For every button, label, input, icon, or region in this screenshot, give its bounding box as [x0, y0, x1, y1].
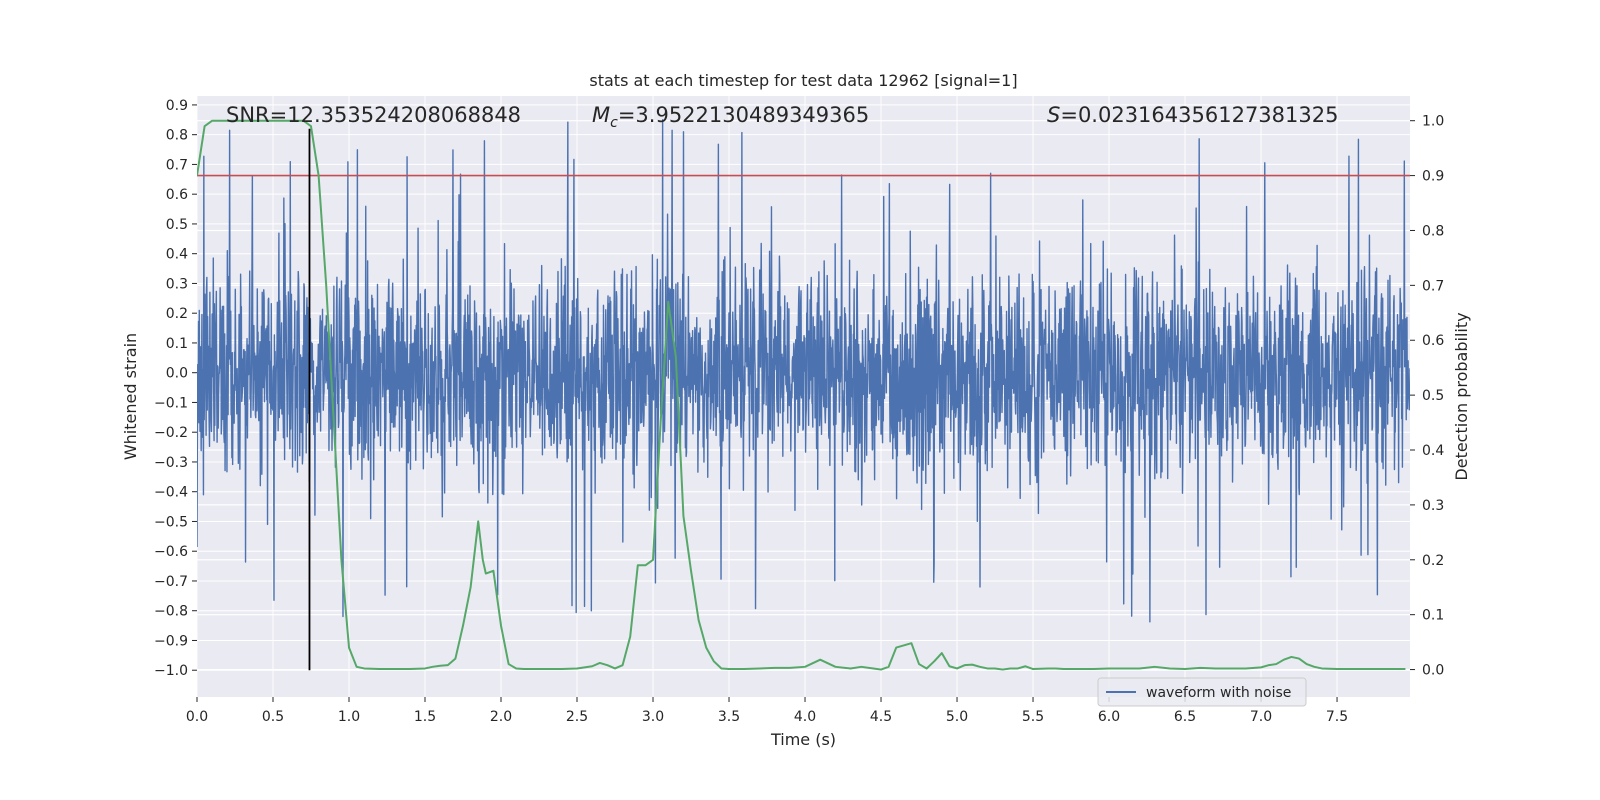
- snr-annotation: SNR=12.353524208068848: [226, 103, 521, 127]
- probability-line: [197, 119, 1406, 671]
- y-right-tick-label: 1.0: [1422, 114, 1444, 130]
- y-left-tick-label: 0.4: [166, 247, 188, 263]
- mc-value: =3.9522130489349365: [618, 103, 869, 127]
- y-left-tick-label: 0.3: [166, 276, 188, 292]
- y-left-tick-label: −0.7: [154, 574, 188, 590]
- y-right-tick-label: 0.8: [1422, 223, 1444, 239]
- x-tick-label: 3.5: [718, 709, 740, 725]
- y-left-tick-label: −0.3: [154, 455, 188, 471]
- probability-series: [197, 119, 1406, 671]
- y-right-tick-label: 0.0: [1422, 663, 1444, 679]
- x-tick-label: 4.5: [870, 709, 892, 725]
- y-left-tick-label: 0.1: [166, 336, 188, 352]
- y-axis-right-label: Detection probability: [1452, 312, 1471, 480]
- legend: waveform with noise: [1097, 677, 1307, 707]
- chart-title: stats at each timestep for test data 129…: [589, 71, 1017, 90]
- y-left-tick-label: −1.0: [154, 663, 188, 679]
- y-left-tick-label: −0.1: [154, 395, 188, 411]
- y-left-tick-label: −0.5: [154, 514, 188, 530]
- s-symbol: S: [1047, 103, 1060, 127]
- y-axis-left-label: Whitened strain: [121, 333, 140, 460]
- x-tick-label: 7.5: [1326, 709, 1348, 725]
- x-tick-label: 5.5: [1022, 709, 1044, 725]
- y-left-tick-label: −0.9: [154, 633, 188, 649]
- y-left-tick-label: 0.9: [166, 98, 188, 114]
- y-right-tick-label: 0.7: [1422, 278, 1444, 294]
- waveform-series: [197, 119, 1410, 623]
- axis-ticks: 0.0 0.5 1.0 1.5 2.0 2.5 3.0 3.5 4.0 4.5 5.0 5.5 6.0 6…: [154, 98, 1444, 725]
- y-left-tick-label: 0.2: [166, 306, 188, 322]
- x-tick-label: 2.5: [566, 709, 588, 725]
- s-annotation: S=0.023164356127381325: [1047, 103, 1338, 127]
- chirp-mass-annotation: Mc=3.9522130489349365: [592, 103, 869, 131]
- y-left-tick-label: 0.6: [166, 187, 188, 203]
- x-tick-label: 5.0: [946, 709, 968, 725]
- y-left-tick-label: 0.0: [166, 366, 188, 382]
- y-left-tick-label: −0.2: [154, 425, 188, 441]
- waveform-line: [197, 119, 1410, 623]
- y-left-tick-label: −0.8: [154, 604, 188, 620]
- y-right-tick-label: 0.5: [1422, 388, 1444, 404]
- y-right-tick-label: 0.1: [1422, 608, 1444, 624]
- x-tick-label: 7.0: [1250, 709, 1272, 725]
- x-tick-label: 6.0: [1098, 709, 1120, 725]
- x-tick-label: 6.5: [1174, 709, 1196, 725]
- x-tick-label: 1.5: [414, 709, 436, 725]
- y-left-tick-label: 0.5: [166, 217, 188, 233]
- mc-subscript: c: [610, 115, 618, 131]
- y-left-tick-label: 0.8: [166, 128, 188, 144]
- x-tick-label: 2.0: [490, 709, 512, 725]
- x-tick-label: 1.0: [338, 709, 360, 725]
- y-right-tick-label: 0.4: [1422, 443, 1444, 459]
- y-right-tick-label: 0.6: [1422, 333, 1444, 349]
- legend-box: [1097, 677, 1307, 707]
- x-tick-label: 3.0: [642, 709, 664, 725]
- x-tick-label: 0.5: [262, 709, 284, 725]
- y-left-tick-label: 0.7: [166, 157, 188, 173]
- y-left-tick-label: −0.4: [154, 485, 188, 501]
- s-value: =0.023164356127381325: [1060, 103, 1338, 127]
- x-tick-label: 0.0: [186, 709, 208, 725]
- y-left-tick-label: −0.6: [154, 544, 188, 560]
- y-right-tick-label: 0.2: [1422, 553, 1444, 569]
- y-right-tick-label: 0.9: [1422, 169, 1444, 185]
- legend-label-waveform: waveform with noise: [1146, 685, 1291, 701]
- x-tick-label: 4.0: [794, 709, 816, 725]
- y-right-tick-label: 0.3: [1422, 498, 1444, 514]
- mc-symbol: M: [592, 103, 610, 127]
- overlay-lines: [197, 128, 1410, 671]
- x-axis-label: Time (s): [770, 730, 836, 749]
